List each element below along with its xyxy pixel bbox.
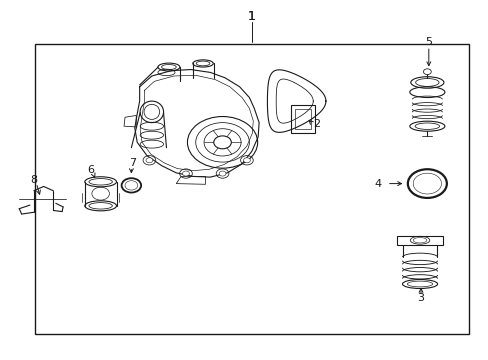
Text: 7: 7 <box>128 158 136 168</box>
Circle shape <box>243 158 250 163</box>
Text: 1: 1 <box>247 10 255 23</box>
Circle shape <box>219 171 225 176</box>
Text: 3: 3 <box>417 293 424 303</box>
Circle shape <box>213 136 231 149</box>
Circle shape <box>423 69 430 75</box>
Circle shape <box>182 171 189 176</box>
Circle shape <box>146 158 153 163</box>
Text: 8: 8 <box>30 175 38 185</box>
Text: 2: 2 <box>312 120 320 129</box>
Text: 4: 4 <box>374 179 381 189</box>
Text: 6: 6 <box>87 165 94 175</box>
Text: 1: 1 <box>247 10 255 23</box>
Text: 5: 5 <box>425 37 431 47</box>
